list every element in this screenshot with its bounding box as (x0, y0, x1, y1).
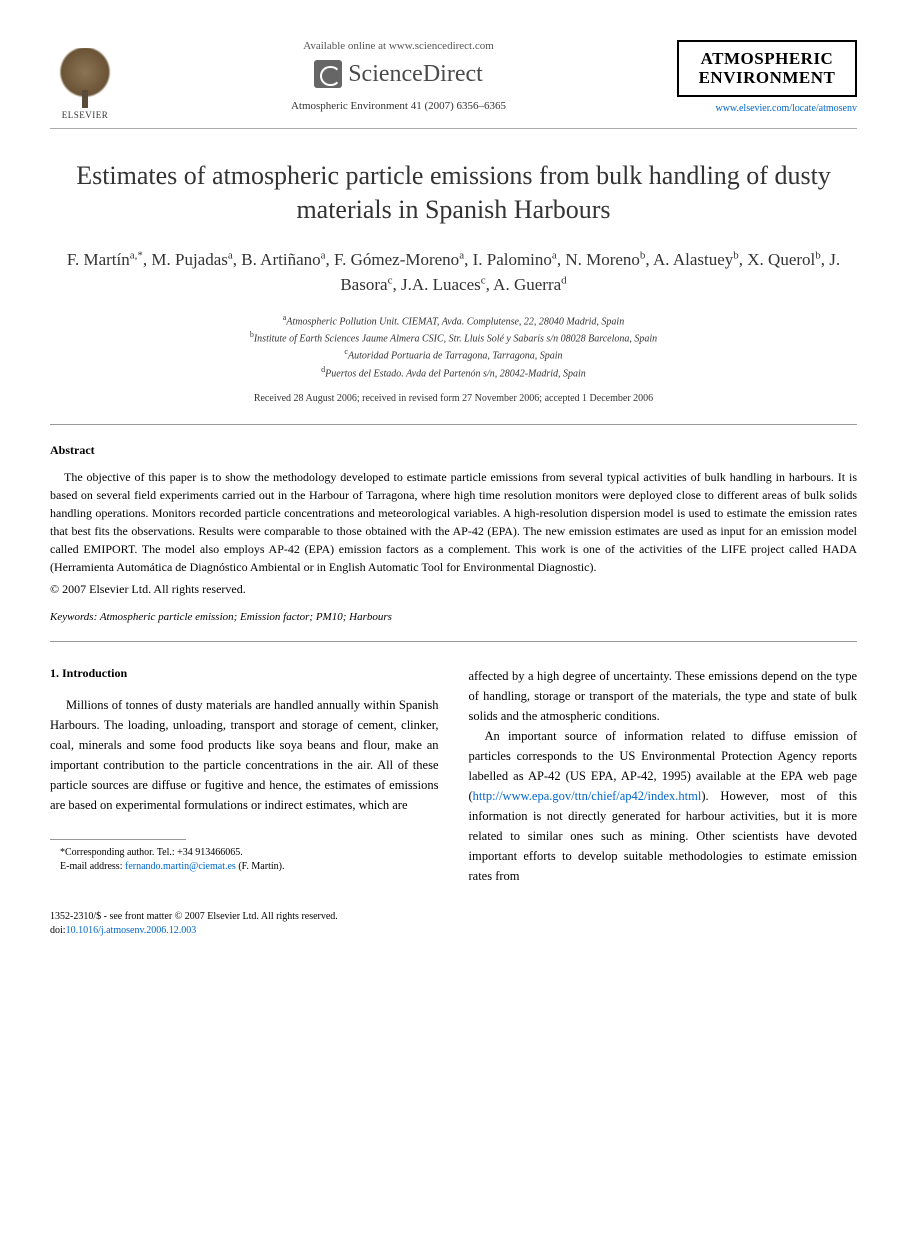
center-header: Available online at www.sciencedirect.co… (120, 40, 677, 112)
footnote-divider (50, 839, 186, 840)
article-dates: Received 28 August 2006; received in rev… (50, 393, 857, 404)
doi-label: doi: (50, 925, 66, 936)
journal-title-box: ATMOSPHERIC ENVIRONMENT (677, 40, 857, 97)
available-online-text: Available online at www.sciencedirect.co… (140, 40, 657, 52)
journal-box-container: ATMOSPHERIC ENVIRONMENT www.elsevier.com… (677, 40, 857, 114)
intro-col2-para2: An important source of information relat… (469, 726, 858, 886)
body-columns: 1. Introduction Millions of tonnes of du… (50, 666, 857, 886)
email-link[interactable]: fernando.martin@ciemat.es (125, 861, 236, 872)
page-footer: 1352-2310/$ - see front matter © 2007 El… (50, 910, 857, 938)
abstract-heading: Abstract (50, 443, 857, 458)
intro-col2-para2-post: ). However, most of this information is … (469, 789, 858, 883)
introduction-heading: 1. Introduction (50, 666, 439, 681)
doi-line: doi:10.1016/j.atmosenv.2006.12.003 (50, 924, 857, 938)
abstract-copyright: © 2007 Elsevier Ltd. All rights reserved… (50, 582, 857, 597)
right-column: affected by a high degree of uncertainty… (469, 666, 858, 886)
elsevier-logo: ELSEVIER (50, 40, 120, 120)
keywords-line: Keywords: Atmospheric particle emission;… (50, 611, 857, 623)
journal-name-line2: ENVIRONMENT (689, 69, 845, 88)
journal-citation: Atmospheric Environment 41 (2007) 6356–6… (140, 100, 657, 112)
corresponding-author-footnote: *Corresponding author. Tel.: +34 9134660… (50, 846, 439, 860)
keywords-text: Atmospheric particle emission; Emission … (100, 611, 392, 623)
sciencedirect-brand: ScienceDirect (140, 60, 657, 88)
keywords-label: Keywords: (50, 611, 97, 623)
doi-link[interactable]: 10.1016/j.atmosenv.2006.12.003 (66, 925, 197, 936)
sciencedirect-icon (314, 60, 342, 88)
journal-name-line1: ATMOSPHERIC (689, 50, 845, 69)
intro-col2-para1: affected by a high degree of uncertainty… (469, 666, 858, 726)
abstract-text: The objective of this paper is to show t… (50, 468, 857, 576)
header-row: ELSEVIER Available online at www.science… (50, 40, 857, 120)
email-footnote: E-mail address: fernando.martin@ciemat.e… (50, 860, 439, 874)
email-label: E-mail address: (60, 861, 122, 872)
abstract-bottom-divider (50, 641, 857, 642)
sciencedirect-text: ScienceDirect (348, 61, 483, 88)
epa-link[interactable]: http://www.epa.gov/ttn/chief/ap42/index.… (473, 789, 702, 803)
journal-url-link[interactable]: www.elsevier.com/locate/atmosenv (677, 103, 857, 114)
header-divider (50, 128, 857, 129)
issn-line: 1352-2310/$ - see front matter © 2007 El… (50, 910, 857, 924)
affiliations-list: aAtmospheric Pollution Unit. CIEMAT, Avd… (50, 312, 857, 381)
abstract-top-divider (50, 424, 857, 425)
affiliation-line: aAtmospheric Pollution Unit. CIEMAT, Avd… (50, 312, 857, 329)
article-title: Estimates of atmospheric particle emissi… (50, 159, 857, 227)
affiliation-line: dPuertos del Estado. Avda del Partenón s… (50, 364, 857, 381)
left-column: 1. Introduction Millions of tonnes of du… (50, 666, 439, 886)
authors-list: F. Martína,*, M. Pujadasa, B. Artiñanoa,… (50, 247, 857, 298)
affiliation-line: cAutoridad Portuaria de Tarragona, Tarra… (50, 346, 857, 363)
intro-para1: Millions of tonnes of dusty materials ar… (50, 695, 439, 815)
affiliation-line: bInstitute of Earth Sciences Jaume Almer… (50, 329, 857, 346)
elsevier-label: ELSEVIER (62, 110, 109, 120)
email-author: (F. Martín). (238, 861, 284, 872)
elsevier-tree-icon (55, 48, 115, 108)
